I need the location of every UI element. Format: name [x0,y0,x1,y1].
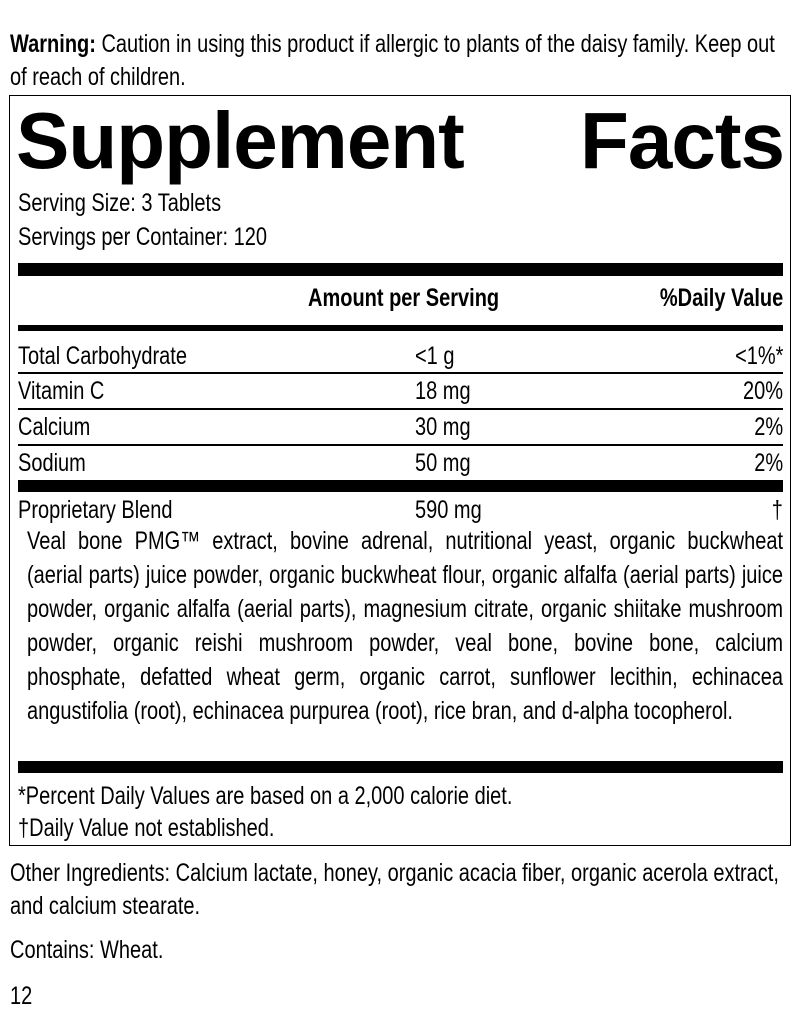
nutrient-name: Vitamin C [18,377,105,405]
warning-text: Warning: Caution in using this product i… [10,28,790,94]
blend-name: Proprietary Blend [18,496,173,524]
page-number: 12 [10,982,33,1010]
blend-ingredients: Veal bone PMG™ extract, bovine adrenal, … [27,527,783,725]
facts-title-supplement: Supplement [16,96,465,185]
nutrient-dv: 20% [742,377,783,405]
blend-dv: † [771,496,783,524]
facts-title-facts: Facts [580,96,785,185]
warning-label: Warning: [10,30,96,58]
thick-divider [18,480,783,492]
header-daily-value: %Daily Value [659,284,783,312]
nutrient-dv: 2% [754,449,783,477]
nutrient-name: Sodium [18,449,86,477]
nutrient-dv: 2% [754,413,783,441]
supplement-facts-panel [9,95,791,846]
other-ingredients: Other Ingredients: Calcium lactate, hone… [10,859,779,920]
footnote-daily-values: *Percent Daily Values are based on a 2,0… [18,782,513,810]
nutrient-amount: 30 mg [415,413,471,441]
header-amount: Amount per Serving [308,284,500,312]
nutrient-amount: 18 mg [415,377,471,405]
footnote-dagger: †Daily Value not established. [18,814,275,842]
nutrient-dv: <1%* [734,342,783,370]
blend-amount: 590 mg [415,496,482,524]
nutrient-amount: 50 mg [415,449,471,477]
row-divider [18,372,783,374]
medium-divider [18,325,783,331]
row-divider [18,444,783,446]
nutrient-amount: <1 g [415,342,455,370]
serving-size: Serving Size: 3 Tablets [18,189,222,217]
nutrient-name: Total Carbohydrate [18,342,187,370]
contains-allergens: Contains: Wheat. [10,936,164,964]
thick-divider [18,761,783,773]
thick-divider [18,263,783,276]
nutrient-name: Calcium [18,413,91,441]
warning-body: Caution in using this product if allergi… [10,30,775,91]
row-divider [18,408,783,410]
servings-per-container: Servings per Container: 120 [18,223,268,251]
